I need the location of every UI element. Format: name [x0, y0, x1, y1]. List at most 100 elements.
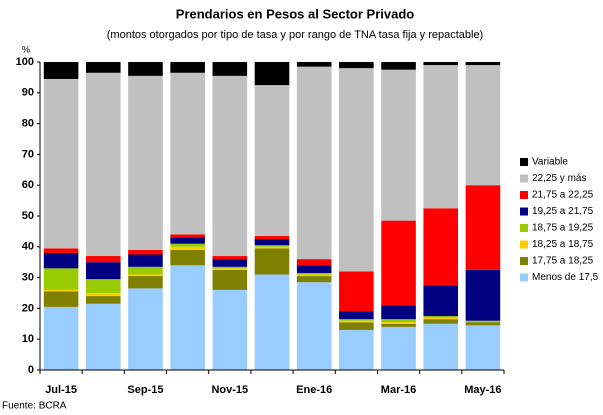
bar-segment — [465, 62, 501, 66]
bar-segment — [128, 288, 163, 370]
bar-segment — [85, 279, 121, 293]
bar-segment — [128, 276, 163, 289]
bar-segment — [423, 316, 459, 318]
legend-label: 19,25 a 21,75 — [532, 206, 594, 217]
bar-segment — [43, 78, 79, 249]
bar-segment — [43, 306, 79, 370]
legend-swatch — [520, 257, 528, 265]
bar-segment — [339, 319, 374, 321]
bar-segment — [296, 259, 332, 266]
y-tick-label: 90 — [22, 87, 34, 99]
bar-segment — [423, 208, 459, 286]
bar-segment — [170, 62, 205, 73]
legend-swatch — [520, 207, 528, 216]
legend-label: Menos de 17,5 — [532, 272, 599, 283]
x-tick-label: Nov-15 — [211, 384, 248, 396]
legend-label: Variable — [532, 157, 568, 168]
source: Fuente: BCRA — [2, 401, 67, 412]
y-tick-label: 40 — [22, 241, 34, 253]
y-tick-label: 60 — [22, 179, 34, 191]
legend-swatch — [520, 158, 528, 166]
chart-title: Prendarios en Pesos al Sector Privado — [176, 6, 414, 21]
bar-segment — [128, 254, 163, 267]
y-tick-label: 20 — [22, 302, 34, 314]
bar-segment — [381, 326, 416, 370]
bar-segment — [43, 248, 79, 253]
bar-segment — [170, 234, 205, 238]
bar-segment — [381, 69, 416, 221]
bar-segment — [212, 75, 248, 257]
bar-segment — [296, 272, 332, 275]
y-tick-label: 50 — [22, 210, 34, 222]
bar-segment — [128, 62, 163, 76]
bar-segment — [212, 259, 248, 267]
bar-segment — [381, 305, 416, 320]
bar-segment — [296, 282, 332, 370]
bar-segment — [254, 246, 290, 249]
bar-segment — [465, 269, 501, 321]
bar-segment — [170, 237, 205, 244]
bar-segment — [254, 85, 290, 237]
y-axis-label: % — [22, 44, 30, 54]
bar-segment — [381, 62, 416, 70]
x-tick-label: May-16 — [464, 384, 501, 396]
bar-segment — [128, 75, 163, 250]
bar-segment — [339, 311, 374, 320]
bar-segment — [339, 271, 374, 312]
legend-swatch — [520, 191, 528, 199]
bar-segment — [254, 62, 290, 86]
bar-segment — [465, 325, 501, 370]
bar-segment — [339, 329, 374, 370]
bar-segment — [212, 289, 248, 370]
bar-segment — [423, 319, 459, 324]
bar-segment — [381, 323, 416, 327]
bar-segment — [339, 322, 374, 330]
bar-segment — [128, 266, 163, 275]
bar-segment — [170, 243, 205, 247]
bar-segment — [128, 274, 163, 277]
bar-segment — [212, 266, 248, 269]
bar-segment — [423, 323, 459, 370]
bar-segment — [254, 274, 290, 370]
y-tick-label: 10 — [22, 333, 34, 345]
bar-segment — [85, 293, 121, 297]
x-tick-label: Sep-15 — [127, 384, 163, 396]
bar-segment — [128, 249, 163, 255]
bar-segment — [423, 285, 459, 317]
bar-segment — [212, 256, 248, 260]
x-tick-label: Mar-16 — [381, 384, 416, 396]
legend-label: 22,25 y más — [532, 173, 586, 184]
bar-segment — [43, 291, 79, 307]
bar-segment — [212, 268, 248, 270]
bar-segment — [465, 185, 501, 270]
legend-swatch — [520, 240, 528, 249]
legend-swatch — [520, 174, 528, 183]
bar-segment — [254, 239, 290, 246]
legend-swatch — [520, 273, 528, 282]
y-tick-label: 80 — [22, 118, 34, 130]
bar-segment — [43, 62, 79, 79]
bar-segment — [296, 265, 332, 273]
bar-segment — [43, 289, 79, 292]
legend-label: 18,25 a 18,75 — [532, 239, 594, 250]
bar-segment — [465, 65, 501, 186]
bar-segment — [170, 72, 205, 235]
bar-segment — [465, 320, 501, 323]
y-tick-label: 70 — [22, 148, 34, 160]
bar-segment — [423, 62, 459, 66]
y-tick-label: 30 — [22, 272, 34, 284]
legend-label: 21,75 a 22,25 — [532, 190, 594, 201]
bar-segment — [85, 262, 121, 280]
bar-segment — [381, 319, 416, 323]
bar-segment — [254, 245, 290, 247]
bar-segment — [465, 322, 501, 326]
bar-segment — [423, 65, 459, 209]
bar-segment — [212, 62, 248, 76]
x-tick-label: Jul-15 — [45, 384, 77, 396]
bar-segment — [296, 62, 332, 67]
x-tick-label: Ene-16 — [296, 384, 332, 396]
legend-label: 18,75 a 19,25 — [532, 223, 594, 234]
y-tick-label: 0 — [28, 364, 34, 376]
bar-segment — [339, 68, 374, 272]
